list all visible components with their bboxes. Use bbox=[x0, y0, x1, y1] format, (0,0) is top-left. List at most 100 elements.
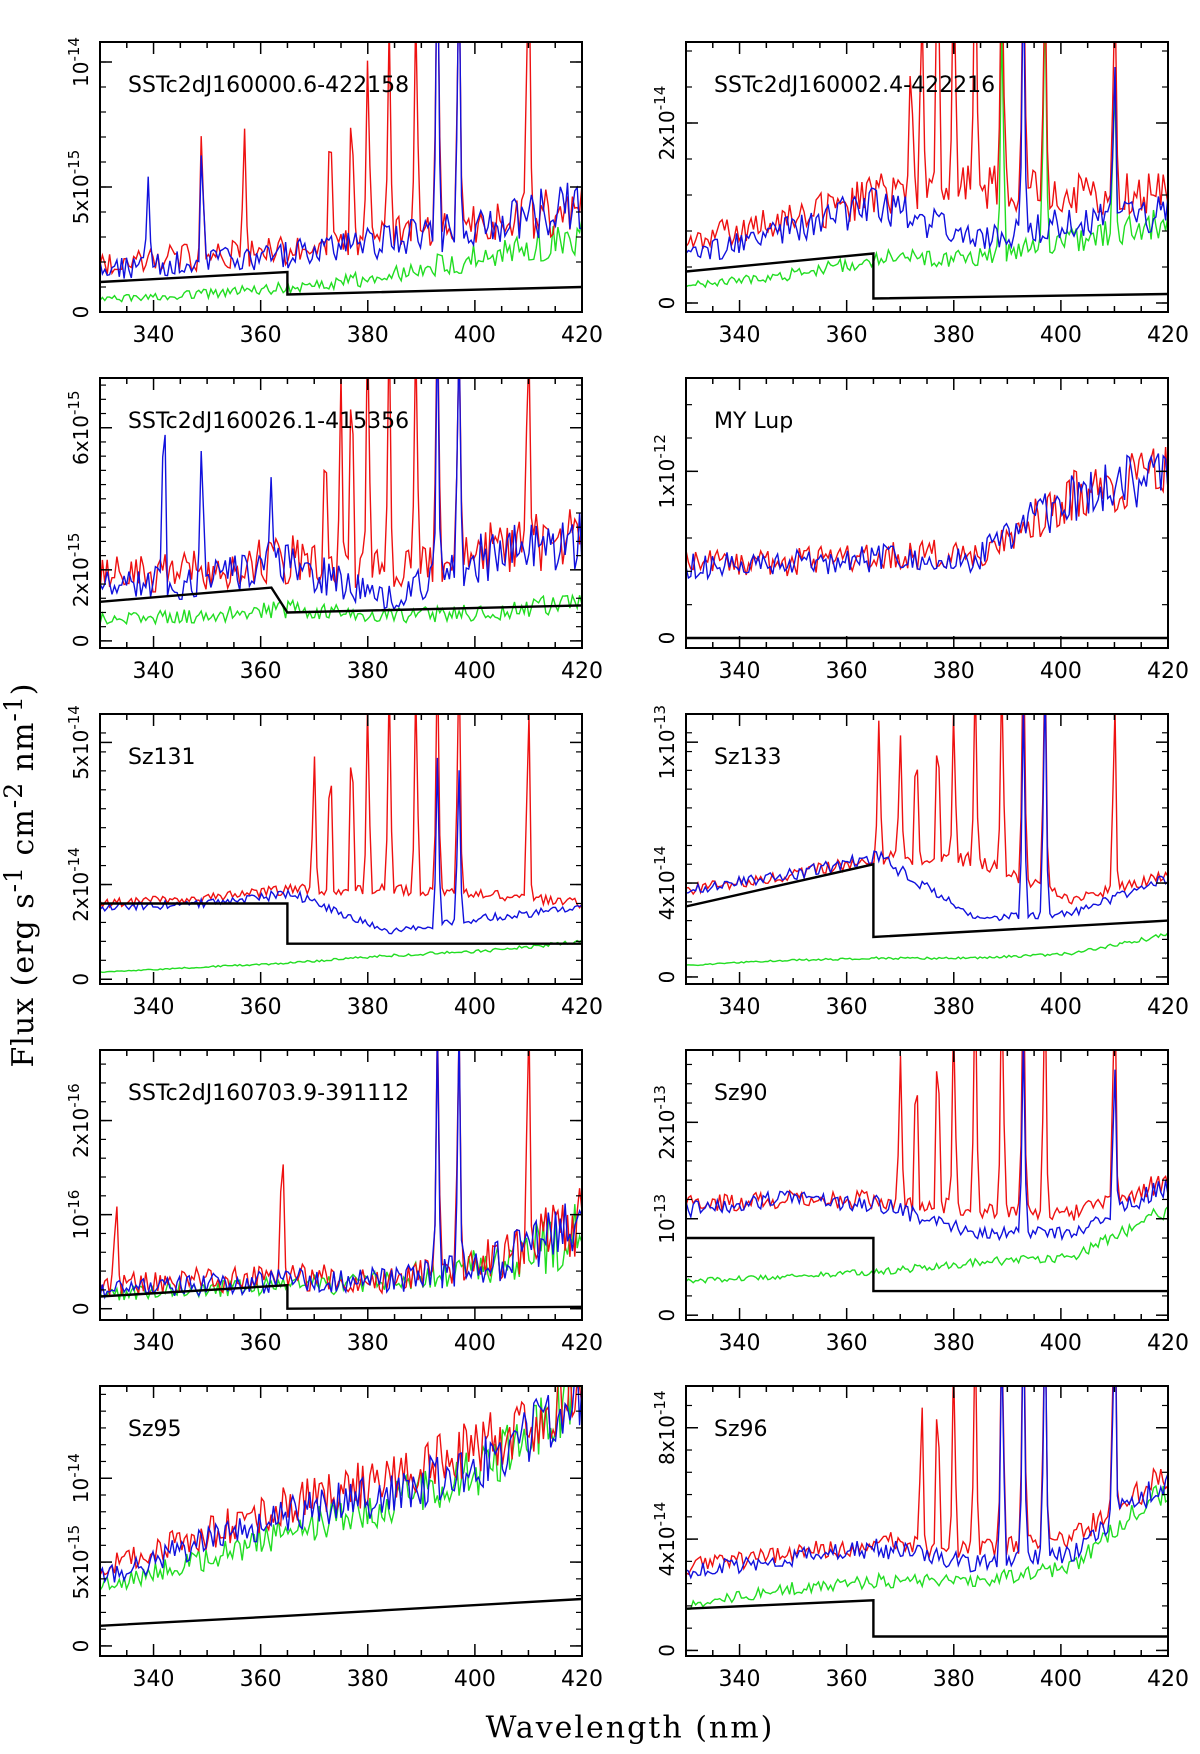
y-tick-label: 10-16 bbox=[65, 1190, 93, 1240]
panel-2: 340 360 380 400 420 0 2x10-14 SSTc2dJ160002.4-4… bbox=[651, 41, 1189, 348]
y-tick-label: 2x10-15 bbox=[65, 533, 93, 608]
series-blue bbox=[100, 1050, 582, 1300]
y-tick-label: 5x10-15 bbox=[65, 150, 93, 225]
y-tick-label: 2x10-13 bbox=[651, 1085, 679, 1160]
y-tick-label: 0 bbox=[69, 635, 93, 648]
panel-9: 340 360 380 400 420 0 5x10-15 10-14 Sz95 bbox=[65, 1385, 603, 1692]
x-tick-label: 380 bbox=[347, 1331, 389, 1356]
panel-title: MY Lup bbox=[714, 409, 793, 434]
y-tick-label: 5x10-15 bbox=[65, 1525, 93, 1600]
panel-title: Sz96 bbox=[714, 1417, 768, 1442]
series-red bbox=[686, 714, 1168, 905]
series-blue bbox=[100, 378, 582, 611]
x-tick-label: 360 bbox=[240, 995, 282, 1020]
x-tick-label: 340 bbox=[133, 323, 175, 348]
panel-title: Sz95 bbox=[128, 1417, 182, 1442]
x-tick-label: 360 bbox=[240, 1331, 282, 1356]
panel-data bbox=[100, 1050, 582, 1310]
series-green bbox=[686, 1484, 1168, 1610]
series-red bbox=[100, 1050, 582, 1296]
panel-title: Sz133 bbox=[714, 745, 782, 770]
x-tick-label: 400 bbox=[1040, 995, 1082, 1020]
x-tick-label: 420 bbox=[1147, 1667, 1189, 1692]
x-tick-label: 360 bbox=[240, 1667, 282, 1692]
y-tick-label: 0 bbox=[655, 1644, 679, 1657]
panel-1: 340 360 380 400 420 0 5x10-15 10-14 SSTc2dJ16000… bbox=[65, 37, 603, 348]
x-tick-label: 340 bbox=[719, 1331, 761, 1356]
x-tick-label: 340 bbox=[719, 323, 761, 348]
series-green bbox=[100, 218, 582, 303]
y-tick-label: 0 bbox=[69, 973, 93, 986]
y-tick-label: 2x10-14 bbox=[651, 86, 679, 161]
x-tick-label: 420 bbox=[1147, 659, 1189, 684]
x-tick-label: 340 bbox=[719, 1667, 761, 1692]
x-tick-label: 420 bbox=[561, 1667, 603, 1692]
y-tick-label: 10-13 bbox=[651, 1194, 679, 1244]
y-tick-label: 2x10-14 bbox=[65, 847, 93, 922]
y-tick-label: 0 bbox=[69, 306, 93, 319]
y-tick-label: 0 bbox=[655, 297, 679, 310]
y-tick-label: 8x10-14 bbox=[651, 1390, 679, 1465]
panel-data bbox=[686, 42, 1168, 300]
series-green bbox=[686, 42, 1168, 289]
panel-data bbox=[100, 42, 582, 303]
series-blue bbox=[686, 42, 1168, 261]
panel-title: Sz131 bbox=[128, 745, 196, 770]
x-tick-label: 380 bbox=[933, 995, 975, 1020]
y-tick-label: 10-14 bbox=[65, 1453, 93, 1503]
series-green bbox=[100, 593, 582, 626]
series-green bbox=[100, 939, 582, 974]
x-tick-label: 380 bbox=[347, 659, 389, 684]
x-tick-label: 380 bbox=[933, 659, 975, 684]
y-tick-label: 0 bbox=[69, 1640, 93, 1653]
y-tick-label: 4x10-14 bbox=[651, 1502, 679, 1577]
series-blue bbox=[100, 42, 582, 279]
panel-data bbox=[100, 714, 582, 974]
y-tick-label: 0 bbox=[655, 1309, 679, 1322]
panel-data bbox=[686, 447, 1168, 640]
panel-data bbox=[686, 1050, 1168, 1293]
panel-data bbox=[100, 378, 582, 626]
x-tick-label: 360 bbox=[240, 323, 282, 348]
series-blue bbox=[100, 1386, 582, 1584]
x-tick-label: 400 bbox=[454, 995, 496, 1020]
panel-title: SSTc2dJ160000.6-422158 bbox=[128, 73, 409, 98]
panel-7: 340 360 380 400 420 0 10-16 2x10-16 SSTc2dJ16070… bbox=[65, 1049, 603, 1356]
x-tick-label: 340 bbox=[133, 1667, 175, 1692]
series-blue bbox=[686, 714, 1168, 922]
series-model bbox=[100, 902, 582, 945]
series-model bbox=[686, 1599, 1168, 1638]
x-tick-label: 360 bbox=[826, 659, 868, 684]
x-tick-label: 400 bbox=[454, 323, 496, 348]
panel-8: 340 360 380 400 420 0 10-13 2x10-13 Sz90 bbox=[651, 1049, 1189, 1356]
y-tick-label: 6x10-15 bbox=[65, 390, 93, 465]
x-tick-label: 420 bbox=[1147, 1331, 1189, 1356]
x-tick-label: 360 bbox=[826, 1667, 868, 1692]
y-tick-label: 1x10-13 bbox=[651, 705, 679, 780]
series-model bbox=[686, 862, 1168, 939]
panel-data bbox=[100, 1386, 582, 1627]
panel-5: 340 360 380 400 420 0 2x10-14 5x10-14 Sz131 bbox=[65, 705, 603, 1020]
x-tick-label: 340 bbox=[719, 995, 761, 1020]
x-tick-label: 420 bbox=[561, 659, 603, 684]
x-tick-label: 400 bbox=[1040, 659, 1082, 684]
panel-title: SSTc2dJ160703.9-391112 bbox=[128, 1081, 409, 1106]
series-model bbox=[100, 270, 582, 296]
panel-title: SSTc2dJ160026.1-415356 bbox=[128, 409, 409, 434]
series-green bbox=[686, 1205, 1168, 1284]
x-tick-label: 360 bbox=[826, 1331, 868, 1356]
x-tick-label: 420 bbox=[561, 995, 603, 1020]
x-tick-label: 400 bbox=[454, 659, 496, 684]
series-red bbox=[686, 1386, 1168, 1576]
y-axis-label: Flux (erg s-1 cm-2 nm-1) bbox=[0, 682, 41, 1068]
y-tick-label: 5x10-14 bbox=[65, 705, 93, 780]
series-model bbox=[100, 1597, 582, 1627]
panel-4: 340 360 380 400 420 0 1x10-12 MY Lup bbox=[651, 377, 1189, 684]
x-tick-label: 360 bbox=[826, 323, 868, 348]
x-axis-label: Wavelength (nm) bbox=[485, 1710, 775, 1746]
y-tick-label: 2x10-16 bbox=[65, 1083, 93, 1158]
x-tick-label: 400 bbox=[1040, 323, 1082, 348]
series-red bbox=[100, 714, 582, 909]
series-blue bbox=[686, 1050, 1168, 1242]
